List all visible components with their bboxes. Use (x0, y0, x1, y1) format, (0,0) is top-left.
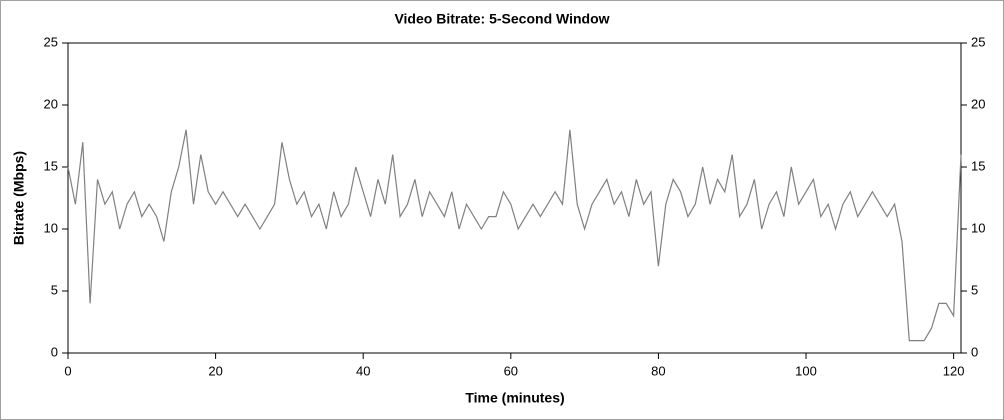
bitrate-line (67, 129, 962, 342)
x-tick-label: 100 (795, 363, 817, 378)
plot-border (67, 42, 962, 354)
x-tick-label: 60 (504, 363, 518, 378)
x-tick-label: 120 (943, 363, 965, 378)
y2-tick-label: 20 (971, 96, 985, 111)
y2-tick-label: 25 (971, 34, 985, 49)
y-tick-label: 0 (51, 344, 58, 359)
x-tick-label: 0 (64, 363, 71, 378)
y-tick-label: 25 (44, 34, 58, 49)
y-axis-label: Bitrate (Mbps) (11, 151, 27, 245)
y-tick-label: 10 (44, 220, 58, 235)
x-tick-label: 80 (651, 363, 665, 378)
chart-title: Video Bitrate: 5-Second Window (394, 11, 609, 27)
x-axis-label: Time (minutes) (465, 390, 564, 406)
y-tick-label: 5 (51, 282, 58, 297)
y2-tick-label: 5 (971, 282, 978, 297)
y2-tick-label: 10 (971, 220, 985, 235)
y2-tick-label: 15 (971, 158, 985, 173)
x-tick-label: 20 (208, 363, 222, 378)
y-tick-label: 15 (44, 158, 58, 173)
x-tick-label: 40 (356, 363, 370, 378)
y2-tick-label: 0 (971, 344, 978, 359)
y-tick-label: 20 (44, 96, 58, 111)
